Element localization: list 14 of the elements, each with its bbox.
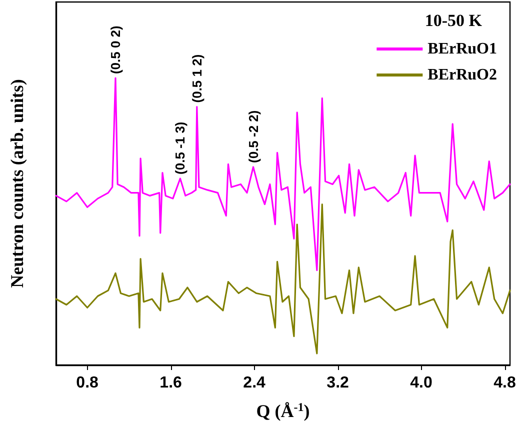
x-tick-label: 1.6 <box>160 374 182 392</box>
legend-label: BErRuO1 <box>428 40 497 58</box>
annotation: (0.5 -2 2) <box>246 110 261 163</box>
x-tick-label: 0.8 <box>76 374 99 392</box>
annotation: (0.5 0 2) <box>108 26 123 74</box>
annotation: (0.5 -1 3) <box>172 122 188 174</box>
x-tick-label: 2.4 <box>243 374 266 392</box>
x-tick-label: 3.2 <box>326 374 350 392</box>
legend-label: BErRuO2 <box>428 66 497 84</box>
legend-title: 10-50 K <box>424 11 483 30</box>
y-axis-title: Neutron counts (arb. units) <box>7 79 27 288</box>
x-tick-label: 4.8 <box>494 374 516 392</box>
x-tick-label: 4.0 <box>410 374 433 392</box>
annotation: (0.5 1 2) <box>189 54 204 103</box>
